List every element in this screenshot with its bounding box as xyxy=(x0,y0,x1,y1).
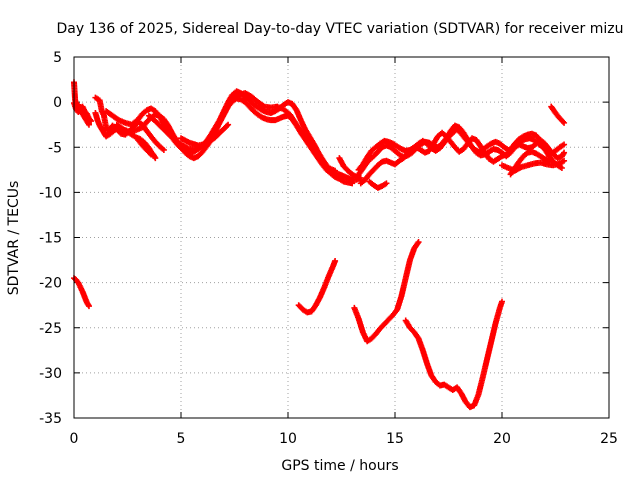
data-point xyxy=(561,149,568,156)
data-point xyxy=(152,155,159,162)
series-track-2 xyxy=(71,100,92,128)
data-point xyxy=(148,151,155,158)
data-point xyxy=(357,174,364,181)
y-tick-label: -5 xyxy=(48,140,62,156)
series-track-8 xyxy=(178,121,232,149)
y-tick-label: -30 xyxy=(39,366,62,382)
series-track-20 xyxy=(402,298,505,411)
series-track-13 xyxy=(366,178,390,191)
series-track-16 xyxy=(548,103,568,126)
y-tick-label: -35 xyxy=(39,411,62,427)
plot-frame xyxy=(73,56,610,419)
data-point xyxy=(85,303,92,310)
data-point xyxy=(349,180,356,187)
data-point xyxy=(225,121,232,128)
data-point xyxy=(546,158,553,165)
y-axis-label: SDTVAR / TECUs xyxy=(6,181,22,296)
x-tick-label: 0 xyxy=(70,431,79,447)
data-point xyxy=(558,165,565,172)
series-track-18 xyxy=(295,257,339,316)
series-track-17 xyxy=(71,275,92,310)
x-tick-label: 10 xyxy=(279,431,297,447)
data-series xyxy=(71,79,568,411)
y-tick-label: 5 xyxy=(53,50,62,66)
x-tick-label: 20 xyxy=(493,431,511,447)
data-point xyxy=(160,146,167,153)
data-point xyxy=(559,118,566,125)
data-point xyxy=(332,257,339,264)
x-tick-label: 25 xyxy=(600,431,618,447)
y-tick-label: 0 xyxy=(53,95,62,111)
axis-ticks: 0 5 10 15 20 25 5 0 -5 -10 -15 -20 -25 -30 -35 xyxy=(39,50,618,447)
x-axis-label: GPS time / hours xyxy=(281,458,398,474)
data-point xyxy=(332,167,339,174)
x-tick-label: 15 xyxy=(386,431,404,447)
chart-title: Day 136 of 2025, Sidereal Day-to-day VTE… xyxy=(57,21,624,37)
data-point xyxy=(561,141,568,148)
data-point xyxy=(561,157,568,164)
data-point xyxy=(85,121,92,128)
series-track-19 xyxy=(351,239,422,345)
series-track-15 xyxy=(507,148,553,178)
y-tick-label: -15 xyxy=(39,231,62,247)
y-tick-label: -10 xyxy=(39,185,62,201)
y-tick-label: -20 xyxy=(39,276,62,292)
data-point xyxy=(146,150,153,157)
series-track-9 xyxy=(135,137,155,158)
y-tick-label: -25 xyxy=(39,321,62,337)
data-point xyxy=(561,119,568,126)
x-tick-label: 5 xyxy=(177,431,186,447)
data-point xyxy=(383,180,390,187)
series-track-12 xyxy=(355,126,568,173)
data-point xyxy=(224,122,231,129)
data-point xyxy=(415,239,422,246)
data-point xyxy=(499,298,505,305)
